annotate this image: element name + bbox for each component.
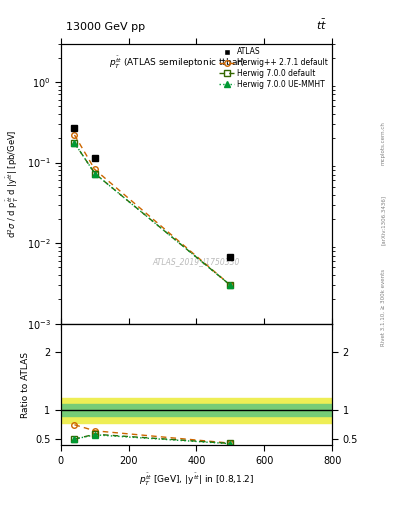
Y-axis label: d$^2\sigma$ / d p$_T^{\bar{t}t}$ d |y$^{\bar{t}t}$| [pb/GeV]: d$^2\sigma$ / d p$_T^{\bar{t}t}$ d |y$^{… bbox=[5, 130, 21, 238]
Text: $p_T^{\bar{t}t}$ (ATLAS semileptonic ttbar): $p_T^{\bar{t}t}$ (ATLAS semileptonic ttb… bbox=[110, 55, 246, 71]
Text: Rivet 3.1.10, ≥ 300k events: Rivet 3.1.10, ≥ 300k events bbox=[381, 269, 386, 346]
Text: mcplots.cern.ch: mcplots.cern.ch bbox=[381, 121, 386, 165]
X-axis label: $p_T^{\bar{t}t}$ [GeV], |y$^{\bar{t}t}$| in [0.8,1.2]: $p_T^{\bar{t}t}$ [GeV], |y$^{\bar{t}t}$|… bbox=[139, 472, 254, 487]
Text: $t\bar{t}$: $t\bar{t}$ bbox=[316, 18, 327, 32]
Text: [arXiv:1306.3436]: [arXiv:1306.3436] bbox=[381, 195, 386, 245]
Bar bbox=[61, 404, 332, 416]
Bar bbox=[61, 398, 332, 423]
Text: ATLAS_2019_I1750330: ATLAS_2019_I1750330 bbox=[153, 258, 240, 267]
Legend: ATLAS, Herwig++ 2.7.1 default, Herwig 7.0.0 default, Herwig 7.0.0 UE-MMHT: ATLAS, Herwig++ 2.7.1 default, Herwig 7.… bbox=[219, 47, 328, 89]
Text: 13000 GeV pp: 13000 GeV pp bbox=[66, 23, 145, 32]
Y-axis label: Ratio to ATLAS: Ratio to ATLAS bbox=[20, 352, 29, 418]
